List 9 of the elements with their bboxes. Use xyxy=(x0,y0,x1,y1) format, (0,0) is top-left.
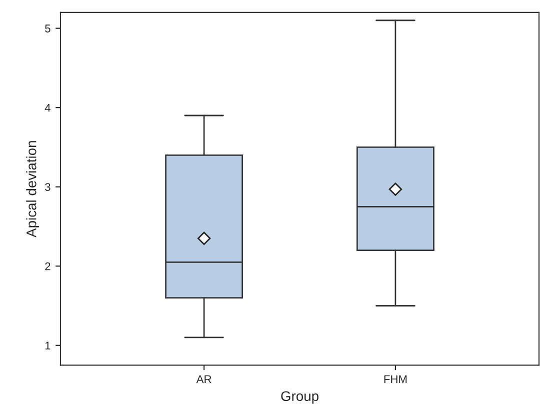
y-axis-title: Apical deviation xyxy=(26,141,40,238)
x-tick-label: AR xyxy=(196,375,212,383)
y-tick-label: 2 xyxy=(45,262,50,270)
x-axis-title: Group xyxy=(281,391,318,404)
y-tick-label: 5 xyxy=(45,24,50,32)
y-tick-label: 4 xyxy=(44,104,50,112)
y-tick-label: 3 xyxy=(45,183,50,191)
y-tick-label: 1 xyxy=(45,342,50,350)
x-tick-label: FHM xyxy=(384,375,407,383)
